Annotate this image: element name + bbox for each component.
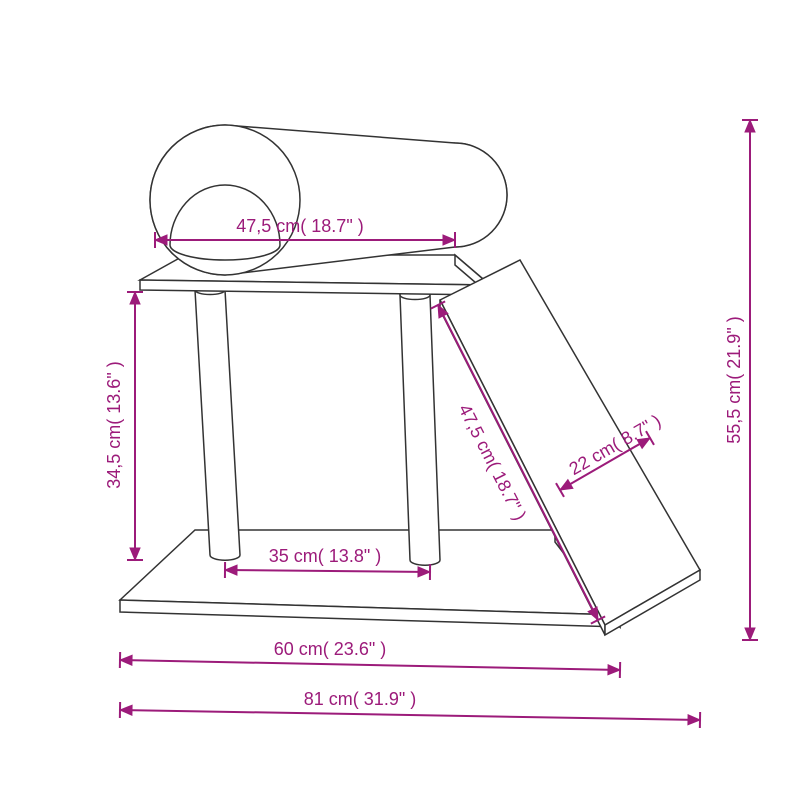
dim-overall_height: 55,5 cm( 21.9" ) bbox=[724, 120, 758, 640]
product-outline bbox=[120, 125, 700, 635]
dim-label-post_height: 34,5 cm( 13.6" ) bbox=[104, 361, 124, 488]
dim-label-post_spacing: 35 cm( 13.8" ) bbox=[269, 546, 381, 566]
dim-label-overall_height: 55,5 cm( 21.9" ) bbox=[724, 316, 744, 443]
diagram-canvas: 47,5 cm( 18.7" ) 34,5 cm( 13.6" ) 35 cm( 1… bbox=[0, 0, 800, 800]
dim-overall_width: 81 cm( 31.9" ) bbox=[120, 689, 700, 728]
dim-post_height: 34,5 cm( 13.6" ) bbox=[104, 292, 143, 560]
dim-base_width: 60 cm( 23.6" ) bbox=[120, 639, 620, 678]
dim-label-base_width: 60 cm( 23.6" ) bbox=[274, 639, 386, 659]
dim-label-tunnel_width: 47,5 cm( 18.7" ) bbox=[236, 216, 363, 236]
dim-label-overall_width: 81 cm( 31.9" ) bbox=[304, 689, 416, 709]
